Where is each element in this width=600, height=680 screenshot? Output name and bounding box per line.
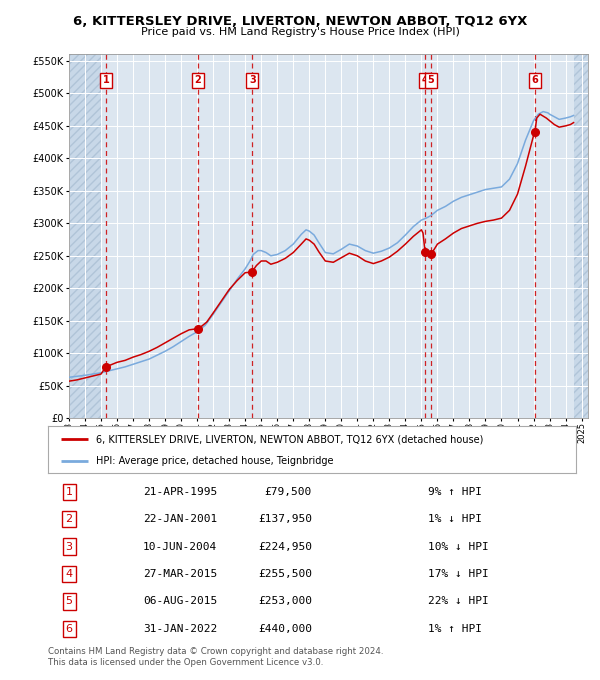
Text: 2: 2 (195, 75, 202, 86)
Text: £137,950: £137,950 (258, 514, 312, 524)
Text: 17% ↓ HPI: 17% ↓ HPI (428, 569, 489, 579)
Text: 5: 5 (428, 75, 434, 86)
Text: 6, KITTERSLEY DRIVE, LIVERTON, NEWTON ABBOT, TQ12 6YX: 6, KITTERSLEY DRIVE, LIVERTON, NEWTON AB… (73, 15, 527, 28)
Text: 4: 4 (65, 569, 73, 579)
Text: £224,950: £224,950 (258, 541, 312, 551)
Text: 1: 1 (103, 75, 109, 86)
Text: 1% ↓ HPI: 1% ↓ HPI (428, 514, 482, 524)
Text: 6: 6 (532, 75, 538, 86)
Text: 22% ↓ HPI: 22% ↓ HPI (428, 596, 489, 607)
Text: 1% ↑ HPI: 1% ↑ HPI (428, 624, 482, 634)
Bar (574, 54, 588, 418)
Bar (69, 54, 101, 418)
Text: 06-AUG-2015: 06-AUG-2015 (143, 596, 217, 607)
Text: 2: 2 (65, 514, 73, 524)
Text: 10-JUN-2004: 10-JUN-2004 (143, 541, 217, 551)
Text: 6: 6 (65, 624, 73, 634)
Text: £253,000: £253,000 (258, 596, 312, 607)
Text: £79,500: £79,500 (265, 487, 312, 497)
Text: 1: 1 (65, 487, 73, 497)
Text: 21-APR-1995: 21-APR-1995 (143, 487, 217, 497)
Text: 3: 3 (65, 541, 73, 551)
Text: Price paid vs. HM Land Registry's House Price Index (HPI): Price paid vs. HM Land Registry's House … (140, 27, 460, 37)
Text: 27-MAR-2015: 27-MAR-2015 (143, 569, 217, 579)
Text: 4: 4 (422, 75, 428, 86)
Text: Contains HM Land Registry data © Crown copyright and database right 2024.: Contains HM Land Registry data © Crown c… (48, 647, 383, 656)
Text: 3: 3 (249, 75, 256, 86)
Text: £255,500: £255,500 (258, 569, 312, 579)
Text: 6, KITTERSLEY DRIVE, LIVERTON, NEWTON ABBOT, TQ12 6YX (detached house): 6, KITTERSLEY DRIVE, LIVERTON, NEWTON AB… (95, 435, 483, 444)
Text: 22-JAN-2001: 22-JAN-2001 (143, 514, 217, 524)
Text: 5: 5 (65, 596, 73, 607)
Text: 10% ↓ HPI: 10% ↓ HPI (428, 541, 489, 551)
Text: This data is licensed under the Open Government Licence v3.0.: This data is licensed under the Open Gov… (48, 658, 323, 666)
Text: 31-JAN-2022: 31-JAN-2022 (143, 624, 217, 634)
Text: HPI: Average price, detached house, Teignbridge: HPI: Average price, detached house, Teig… (95, 456, 333, 466)
Text: 9% ↑ HPI: 9% ↑ HPI (428, 487, 482, 497)
Text: £440,000: £440,000 (258, 624, 312, 634)
